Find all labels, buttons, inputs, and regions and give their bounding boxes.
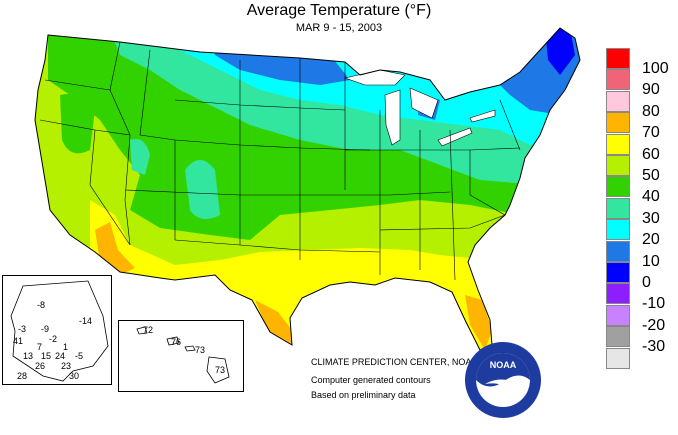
noaa-logo-text: NOAA <box>490 360 517 370</box>
alaska-station-value: 15 <box>41 351 52 361</box>
legend-swatch <box>606 48 630 69</box>
legend-swatch <box>606 347 630 369</box>
legend-swatch <box>606 240 630 262</box>
hawaii-islands <box>136 326 230 384</box>
credit-agency: CLIMATE PREDICTION CENTER, NOAA <box>311 357 478 367</box>
legend-label: 60 <box>642 145 660 163</box>
legend-label: -10 <box>642 295 666 313</box>
legend-swatch <box>606 262 630 283</box>
legend-label: 90 <box>642 81 660 99</box>
alaska-station-value: -8 <box>37 300 46 310</box>
alaska-station-value: 13 <box>23 351 34 361</box>
hawaii-station-value: 72 <box>143 325 154 335</box>
legend-label: 20 <box>642 231 660 249</box>
alaska-station-value: -9 <box>41 324 50 334</box>
legend-label: 50 <box>642 167 660 184</box>
map-date-range: MAR 9 - 15, 2003 <box>295 22 383 34</box>
legend-swatch <box>606 219 630 241</box>
map-title: Average Temperature (°F) <box>246 2 432 19</box>
legend-label: 0 <box>642 274 651 291</box>
alaska-station-value: 1 <box>63 342 69 352</box>
legend-swatch <box>606 283 630 305</box>
legend-label: 80 <box>642 102 660 120</box>
noaa-logo: NOAA <box>465 342 541 418</box>
legend-swatch <box>606 326 630 348</box>
alaska-station-value: 7 <box>37 342 43 352</box>
hawaii-station-value: 76 <box>171 337 182 347</box>
alaska-station-value: -5 <box>75 351 84 361</box>
state-boundaries <box>34 27 581 351</box>
legend-label: -20 <box>642 316 666 334</box>
alaska-station-value: -2 <box>49 334 58 344</box>
hawaii-station-value: 73 <box>195 345 206 355</box>
legend-swatch <box>606 112 630 134</box>
legend-swatch <box>606 90 630 112</box>
legend-swatch <box>606 133 630 155</box>
hawaii-station-value: 73 <box>215 365 226 375</box>
alaska-station-value: 30 <box>69 371 80 381</box>
legend-label: 40 <box>642 188 660 206</box>
alaska-station-value: 26 <box>35 361 46 371</box>
legend-label: -30 <box>642 338 666 356</box>
hawaii-inset: 72 76 73 73 <box>118 320 244 392</box>
legend-swatch <box>606 176 630 198</box>
alaska-station-value: -3 <box>18 324 27 334</box>
legend-swatch <box>606 304 630 326</box>
legend-label: 10 <box>642 252 660 270</box>
alaska-station-value: 28 <box>17 371 28 381</box>
great-lakes <box>343 69 496 147</box>
alaska-station-value: -14 <box>79 316 93 326</box>
credit-data-status: Based on preliminary data <box>311 390 416 400</box>
legend-swatch <box>606 197 630 219</box>
credit-method: Computer generated contours <box>311 375 431 385</box>
legend-swatch <box>606 155 630 176</box>
alaska-inset: -8 -14 -3 -9 41 -2 7 1 13 15 24 -5 26 23… <box>2 275 112 385</box>
alaska-outline <box>10 280 109 382</box>
legend-label: 100 <box>642 60 669 77</box>
legend-label: 70 <box>642 124 660 142</box>
alaska-station-value: 24 <box>55 351 66 361</box>
legend-label: 30 <box>642 209 660 227</box>
alaska-station-value: 23 <box>61 361 72 371</box>
legend-swatch <box>606 69 630 91</box>
alaska-station-value: 41 <box>13 336 24 346</box>
